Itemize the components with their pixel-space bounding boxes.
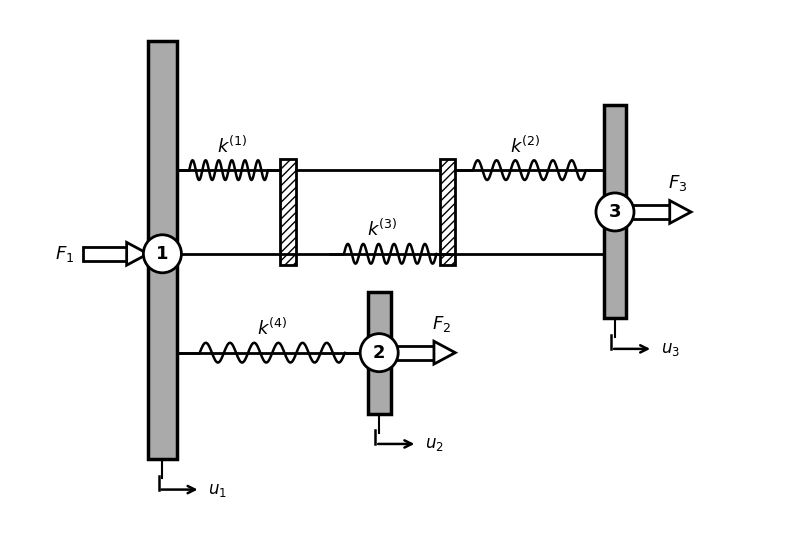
Polygon shape: [127, 243, 148, 265]
Circle shape: [595, 193, 634, 231]
Bar: [367, 292, 390, 414]
Bar: [439, 159, 454, 265]
Bar: [84, 247, 127, 260]
Text: 3: 3: [608, 203, 621, 221]
Text: $u_1$: $u_1$: [208, 480, 226, 499]
Text: 2: 2: [373, 344, 385, 362]
Text: $u_3$: $u_3$: [660, 340, 679, 358]
Circle shape: [360, 334, 397, 372]
Polygon shape: [669, 201, 691, 223]
Text: $k^{(2)}$: $k^{(2)}$: [510, 135, 540, 157]
Polygon shape: [434, 341, 454, 364]
Text: $k^{(3)}$: $k^{(3)}$: [367, 219, 397, 240]
Bar: [603, 105, 626, 318]
Text: $k^{(4)}$: $k^{(4)}$: [257, 318, 287, 339]
Text: $u_2$: $u_2$: [424, 435, 443, 453]
Circle shape: [143, 235, 181, 273]
Bar: [148, 41, 177, 459]
Bar: [390, 346, 434, 359]
Text: $F_2$: $F_2$: [432, 314, 451, 334]
Bar: [626, 205, 669, 219]
Text: $F_1$: $F_1$: [55, 244, 74, 264]
Text: $F_3$: $F_3$: [667, 173, 687, 193]
Text: $k^{(1)}$: $k^{(1)}$: [217, 135, 247, 157]
Bar: [280, 159, 296, 265]
Text: 1: 1: [156, 245, 169, 263]
